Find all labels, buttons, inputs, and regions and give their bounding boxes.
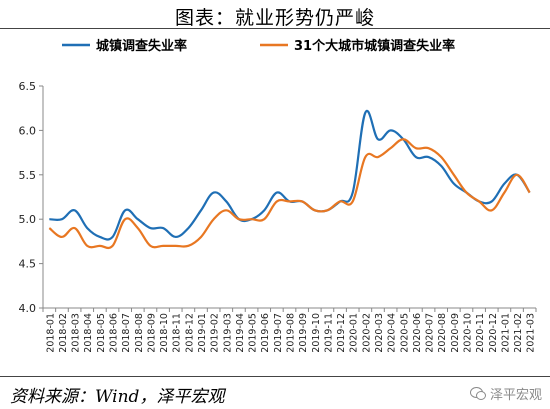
x-tick-label: 2018-01	[45, 313, 56, 353]
wechat-icon	[469, 387, 486, 400]
watermark: 泽平宏观	[469, 384, 542, 403]
x-tick-label: 2020-02	[361, 313, 372, 353]
chart-title: 图表：就业形势仍严峻	[174, 7, 375, 29]
x-tick-label: 2020-06	[412, 313, 423, 353]
chart-legend: 城镇调查失业率 31个大城市城镇调查失业率	[62, 38, 455, 54]
x-tick-label: 2021-03	[526, 313, 537, 353]
y-tick-label: 5.0	[19, 213, 37, 226]
x-tick-label: 2018-04	[83, 313, 94, 353]
x-tick-label: 2020-04	[387, 313, 398, 353]
legend-label: 31个大城市城镇调查失业率	[294, 38, 455, 54]
title-bar: 图表：就业形势仍严峻	[0, 0, 550, 29]
x-tick-label: 2020-09	[450, 313, 461, 353]
y-tick-label: 4.5	[19, 258, 37, 271]
x-tick-label: 2019-02	[210, 313, 221, 353]
x-tick-label: 2020-08	[437, 313, 448, 353]
x-tick-label: 2019-04	[235, 313, 246, 353]
x-tick-label: 2018-07	[121, 313, 132, 353]
series-line-2	[48, 138, 531, 250]
x-tick-label: 2020-07	[425, 313, 436, 353]
source-bar: 资料来源：Wind，泽平宏观 泽平宏观	[0, 376, 550, 409]
y-tick-label: 5.5	[19, 169, 37, 182]
x-tick-label: 2019-01	[197, 313, 208, 353]
x-tick-label: 2019-06	[260, 313, 271, 353]
x-tick-label: 2018-09	[146, 313, 157, 353]
x-tick-label: 2021-02	[513, 313, 524, 353]
x-tick-label: 2018-08	[134, 313, 145, 353]
x-tick-label: 2019-11	[323, 313, 334, 353]
y-tick-label: 4.0	[19, 302, 37, 315]
x-tick-label: 2019-05	[248, 313, 259, 353]
source-note: 资料来源：Wind，泽平宏观	[10, 387, 225, 407]
y-tick-label: 6.0	[19, 124, 37, 137]
x-tick-label: 2019-10	[311, 313, 322, 353]
x-tick-label: 2020-05	[399, 313, 410, 353]
x-tick-label: 2020-10	[462, 313, 473, 353]
x-tick-label: 2020-01	[349, 313, 360, 353]
series-line-1	[49, 109, 531, 241]
x-tick-label: 2019-12	[336, 313, 347, 353]
x-tick-label: 2018-10	[159, 313, 170, 353]
x-tick-label: 2018-11	[172, 313, 183, 353]
x-tick-label: 2018-12	[184, 313, 195, 353]
x-tick-label: 2020-03	[374, 313, 385, 353]
x-tick-label: 2018-03	[71, 313, 82, 353]
line-chart: 城镇调查失业率 31个大城市城镇调查失业率 4.0 4.5 5.0 5.5 6.0 6.5 2…	[19, 38, 537, 353]
x-tick-label: 2018-05	[96, 313, 107, 353]
x-tick-label: 2020-11	[475, 313, 486, 353]
x-tick-label: 2018-02	[58, 313, 69, 353]
x-tick-label: 2019-09	[298, 313, 309, 353]
x-tick-label: 2020-12	[488, 313, 499, 353]
x-tick-label: 2021-01	[500, 313, 511, 353]
x-tick-label: 2018-06	[109, 313, 120, 353]
chart-series	[48, 109, 531, 250]
legend-label: 城镇调查失业率	[96, 38, 187, 54]
y-tick-label: 6.5	[19, 80, 37, 93]
x-tick-label: 2019-08	[286, 313, 297, 353]
x-tick-label: 2019-07	[273, 313, 284, 353]
watermark-text: 泽平宏观	[489, 388, 542, 403]
x-tick-label: 2019-03	[222, 313, 233, 353]
